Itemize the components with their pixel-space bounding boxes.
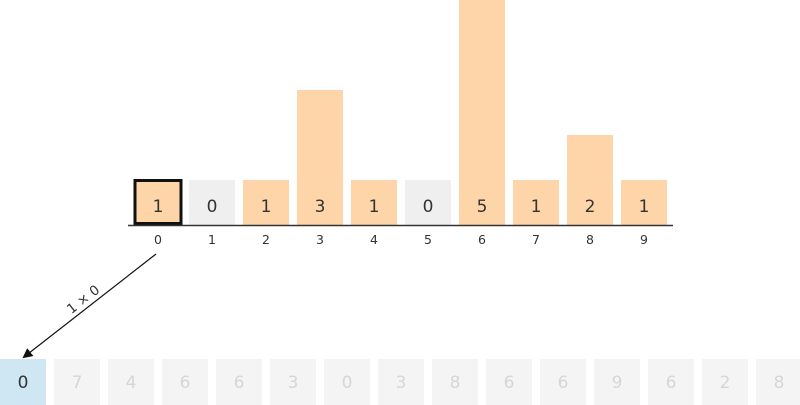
- output-cell-1: [54, 359, 100, 405]
- histogram-count-7: 1: [531, 197, 542, 217]
- histogram-index-1: 1: [208, 232, 216, 247]
- histogram-bars: 1 0 1 3 1 0 5 1 2 1: [133, 0, 667, 225]
- histogram-bar-0: [135, 180, 181, 225]
- output-cell-2: [108, 359, 154, 405]
- histogram-index-5: 5: [424, 232, 432, 247]
- placement-arrow-line: [22, 253, 157, 359]
- histogram-index-8: 8: [586, 232, 594, 247]
- histogram-index-0: 0: [154, 232, 162, 247]
- output-cell-3: [162, 359, 208, 405]
- histogram-highlight-box: [133, 179, 183, 225]
- histogram-bar-1: [189, 180, 235, 225]
- output-cell-6: [324, 359, 370, 405]
- histogram-index-4: 4: [370, 232, 378, 247]
- histogram-count-3: 3: [315, 197, 326, 217]
- output-cell-11: [594, 359, 640, 405]
- output-value-0: 0: [18, 373, 29, 393]
- output-cell-4: [216, 359, 262, 405]
- output-value-8: 8: [450, 373, 461, 393]
- histogram-count-8: 2: [585, 197, 596, 217]
- output-value-3: 6: [180, 373, 191, 393]
- histogram-count-1: 0: [207, 197, 218, 217]
- histogram-count-4: 1: [369, 197, 380, 217]
- histogram-index-6: 6: [478, 232, 486, 247]
- output-cell-13: [702, 359, 748, 405]
- histogram-bar-7: [513, 180, 559, 225]
- output-cell-7: [378, 359, 424, 405]
- histogram-bar-5: [405, 180, 451, 225]
- output-value-5: 3: [288, 373, 299, 393]
- output-value-12: 6: [666, 373, 677, 393]
- output-value-1: 7: [72, 373, 83, 393]
- output-value-11: 9: [612, 373, 623, 393]
- output-value-13: 2: [720, 373, 731, 393]
- output-cell-14: [756, 359, 800, 405]
- histogram-bar-2: [243, 180, 289, 225]
- histogram-index-2: 2: [262, 232, 270, 247]
- histogram-count-6: 5: [477, 197, 488, 217]
- histogram-index-7: 7: [532, 232, 540, 247]
- histogram-index-labels: 0 1 2 3 4 5 6 7 8 9: [154, 232, 648, 247]
- histogram-bar-9: [621, 180, 667, 225]
- output-value-14: 8: [774, 373, 785, 393]
- output-value-4: 6: [234, 373, 245, 393]
- histogram-bar-4: [351, 180, 397, 225]
- output-value-9: 6: [504, 373, 515, 393]
- output-cell-12: [648, 359, 694, 405]
- output-array: 0 7 4 6 6 3 0 3 8 6 6 9 6 2 8: [0, 359, 800, 405]
- histogram-count-0: 1: [153, 197, 164, 217]
- output-value-7: 3: [396, 373, 407, 393]
- output-value-10: 6: [558, 373, 569, 393]
- histogram-count-5: 0: [423, 197, 434, 217]
- output-cell-0: [0, 359, 46, 405]
- histogram-index-3: 3: [316, 232, 324, 247]
- output-value-2: 4: [126, 373, 137, 393]
- histogram-bar-6: [459, 0, 505, 225]
- output-cell-5: [270, 359, 316, 405]
- histogram-count-9: 1: [639, 197, 650, 217]
- histogram-bar-8: [567, 135, 613, 225]
- output-cell-8: [432, 359, 478, 405]
- histogram-bar-3: [297, 90, 343, 225]
- output-cell-10: [540, 359, 586, 405]
- output-value-6: 0: [342, 373, 353, 393]
- placement-arrow: 1 × 0: [22, 253, 157, 359]
- histogram-count-2: 1: [261, 197, 272, 217]
- output-cell-9: [486, 359, 532, 405]
- histogram-index-9: 9: [640, 232, 648, 247]
